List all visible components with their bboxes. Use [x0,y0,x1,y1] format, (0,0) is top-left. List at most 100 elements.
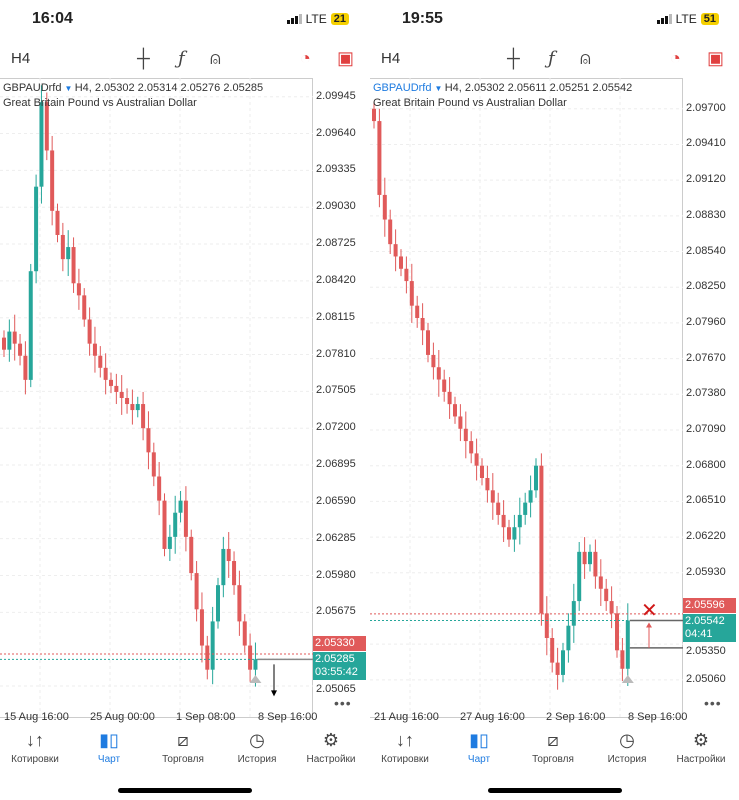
new-order-icon[interactable]: ▣ [707,48,725,68]
symbol-name[interactable]: GBPAUDrfd [3,82,62,94]
price-axis-label: 2.09120 [686,173,726,186]
candle [221,548,226,586]
candle [458,416,463,429]
indicators-icon[interactable]: ƒ [178,48,185,69]
chart-icon: ▮▯ [99,730,119,750]
candle [512,527,517,540]
timeframe-button[interactable]: H4 [381,50,401,67]
price-chart[interactable]: ✕ GBPAUDrfd ▼ H4, 2.05302 2.05611 2.0525… [370,78,739,728]
candle [523,502,528,515]
candle [194,573,199,610]
plot-area[interactable] [370,78,683,718]
crosshair-icon[interactable]: ┼ [507,48,520,68]
objects-icon[interactable]: ⍝ [210,48,221,68]
one-click-trading-icon[interactable]: ◔ [300,48,311,68]
price-axis-label: 2.06590 [316,494,356,507]
nav-history[interactable]: ◷ История [590,730,664,765]
timeframe-button[interactable]: H4 [11,50,31,67]
price-axis-label: 2.08725 [316,237,356,250]
candle [388,219,393,245]
nav-chart[interactable]: ▮▯ Чарт [72,730,146,765]
candle [60,234,65,260]
nav-quotes[interactable]: ↓↑ Котировки [370,730,442,765]
candle [431,354,436,368]
price-axis-label: 2.09335 [316,163,356,176]
price-axis-label: 2.08540 [686,244,726,257]
bid-price-label: 2.05542 04:41 [683,613,736,642]
time-axis-label: 21 Aug 16:00 [374,711,439,723]
objects-icon[interactable]: ⍝ [580,48,591,68]
candle [372,108,376,122]
candle [167,536,172,549]
clock: 19:55 [402,10,443,27]
nav-quotes[interactable]: ↓↑ Котировки [0,730,72,765]
candle [242,621,247,646]
price-axis-label: 2.06800 [686,458,726,471]
candles: ✕ [370,78,683,718]
candle [539,465,544,614]
candle [453,404,457,417]
candle [534,465,538,491]
candle [248,645,253,670]
quotes-icon: ↓↑ [26,730,44,750]
candle [178,500,183,513]
price-axis-label: 2.08420 [316,273,356,286]
indicators-icon[interactable]: ƒ [548,48,555,69]
candle [76,283,81,296]
crosshair-icon[interactable]: ┼ [137,48,150,68]
arrow-down-head [271,690,277,697]
candle [377,121,382,195]
candle [436,367,441,380]
candle [12,331,17,344]
clock: 16:04 [32,10,73,27]
price-axis-label: 2.09640 [316,126,356,139]
price-axis-label: 2.06220 [686,530,726,543]
shift-marker [249,675,262,683]
candle [544,613,549,638]
one-click-trading-icon[interactable]: ◔ [670,48,681,68]
more-menu-button[interactable]: ••• [334,695,352,711]
candle [141,404,146,429]
time-axis-label: 27 Aug 16:00 [460,711,525,723]
time-axis-label: 2 Sep 16:00 [546,711,606,723]
candle [485,478,490,491]
nav-label: История [607,754,647,765]
candle [87,319,92,344]
chart-screen: 19:55 LTE 51 H4 ┼ ƒ ⍝ ◔ ▣ ✕ GBPAUDrfd ▼ … [370,0,739,800]
plot-area[interactable] [0,78,313,718]
symbol-dropdown-icon[interactable]: ▼ [434,84,445,93]
new-order-icon[interactable]: ▣ [337,48,355,68]
candle [399,256,403,269]
nav-chart[interactable]: ▮▯ Чарт [442,730,516,765]
close-x-icon: ✕ [641,598,658,622]
price-axis-label: 2.07960 [686,315,726,328]
nav-label: Настройки [306,754,356,765]
candle [604,588,609,602]
candle [582,551,587,565]
price-chart[interactable]: GBPAUDrfd ▼ H4, 2.05302 2.05314 2.05276 … [0,78,369,728]
nav-settings[interactable]: ⚙ Настройки [294,730,368,765]
candle [34,186,39,272]
price-axis-label: 2.05060 [686,672,726,685]
candle [162,500,167,549]
bottom-nav: ↓↑ Котировки ▮▯ Чарт ⧄ Торговля ◷ История ⚙ Настр… [0,730,369,780]
price-axis-label: 2.09700 [686,101,726,114]
chart-icon: ▮▯ [469,730,489,750]
candle [103,367,108,380]
symbol-dropdown-icon[interactable]: ▼ [64,84,75,93]
more-menu-button[interactable]: ••• [704,695,722,711]
candle [253,659,258,670]
nav-trade[interactable]: ⧄ Торговля [516,730,590,765]
nav-history[interactable]: ◷ История [220,730,294,765]
candle [382,194,387,220]
nav-trade[interactable]: ⧄ Торговля [146,730,220,765]
symbol-info: GBPAUDrfd ▼ H4, 2.05302 2.05611 2.05251 … [373,81,632,111]
signal-icon [656,14,672,24]
nav-label: Торговля [162,754,204,765]
candle [183,500,188,537]
candle [146,428,151,453]
symbol-name[interactable]: GBPAUDrfd [373,82,432,94]
settings-icon: ⚙ [322,730,340,750]
candle [442,379,447,392]
nav-settings[interactable]: ⚙ Настройки [664,730,738,765]
